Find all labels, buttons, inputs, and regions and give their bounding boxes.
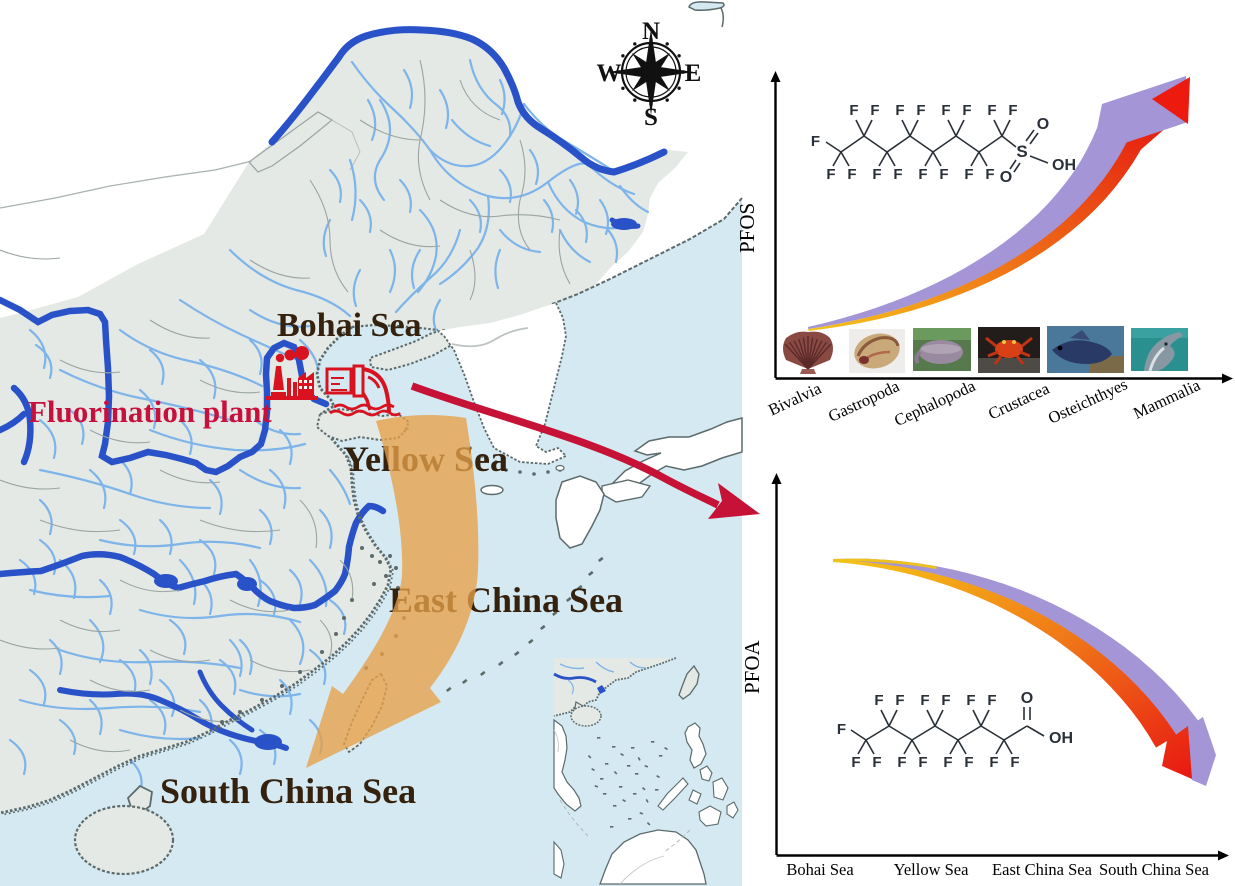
svg-text:F: F bbox=[811, 133, 820, 150]
svg-text:W: W bbox=[597, 60, 622, 87]
svg-text:Osteichthyes: Osteichthyes bbox=[1045, 374, 1130, 427]
svg-text:F: F bbox=[918, 754, 927, 771]
svg-text:F: F bbox=[985, 166, 994, 183]
svg-text:F: F bbox=[872, 166, 881, 183]
svg-text:S: S bbox=[1016, 142, 1027, 161]
svg-text:F: F bbox=[989, 754, 998, 771]
svg-text:F: F bbox=[872, 754, 881, 771]
svg-text:F: F bbox=[918, 166, 927, 183]
svg-text:E: E bbox=[685, 60, 702, 87]
svg-text:F: F bbox=[847, 166, 856, 183]
svg-text:PFOA: PFOA bbox=[740, 639, 764, 694]
svg-text:F: F bbox=[941, 102, 950, 119]
svg-text:Bohai Sea: Bohai Sea bbox=[277, 307, 422, 344]
svg-text:F: F bbox=[916, 102, 925, 119]
svg-text:F: F bbox=[964, 166, 973, 183]
svg-text:F: F bbox=[964, 754, 973, 771]
svg-text:F: F bbox=[870, 102, 879, 119]
svg-text:F: F bbox=[987, 692, 996, 709]
svg-text:O: O bbox=[1000, 169, 1012, 186]
svg-text:N: N bbox=[642, 18, 660, 45]
svg-text:O: O bbox=[1037, 116, 1049, 133]
svg-text:Mammalia: Mammalia bbox=[1130, 375, 1203, 423]
svg-text:F: F bbox=[849, 102, 858, 119]
svg-text:South China Sea: South China Sea bbox=[1099, 860, 1210, 879]
svg-text:F: F bbox=[943, 754, 952, 771]
svg-text:Cephalopoda: Cephalopoda bbox=[891, 376, 979, 430]
svg-text:F: F bbox=[1008, 102, 1017, 119]
svg-text:Crustacea: Crustacea bbox=[985, 378, 1053, 423]
svg-text:F: F bbox=[874, 692, 883, 709]
svg-text:F: F bbox=[1010, 754, 1019, 771]
svg-text:East China Sea: East China Sea bbox=[992, 860, 1093, 879]
svg-text:Gastropoda: Gastropoda bbox=[825, 376, 903, 426]
svg-text:F: F bbox=[895, 692, 904, 709]
svg-text:F: F bbox=[851, 754, 860, 771]
svg-text:O: O bbox=[1021, 690, 1033, 707]
svg-text:F: F bbox=[826, 166, 835, 183]
svg-text:F: F bbox=[962, 102, 971, 119]
svg-text:Bohai Sea: Bohai Sea bbox=[786, 860, 854, 879]
svg-text:OH: OH bbox=[1052, 157, 1076, 174]
svg-text:F: F bbox=[893, 166, 902, 183]
svg-text:F: F bbox=[897, 754, 906, 771]
svg-text:F: F bbox=[837, 721, 846, 738]
svg-text:S: S bbox=[644, 104, 658, 131]
svg-text:South China Sea: South China Sea bbox=[160, 771, 416, 811]
svg-text:Yellow Sea: Yellow Sea bbox=[894, 860, 970, 879]
svg-text:F: F bbox=[987, 102, 996, 119]
svg-text:OH: OH bbox=[1049, 730, 1073, 747]
svg-text:F: F bbox=[966, 692, 975, 709]
svg-text:Fluorination plant: Fluorination plant bbox=[28, 394, 272, 429]
svg-text:F: F bbox=[920, 692, 929, 709]
svg-text:F: F bbox=[895, 102, 904, 119]
svg-text:F: F bbox=[941, 692, 950, 709]
svg-text:Bivalvia: Bivalvia bbox=[765, 378, 824, 419]
svg-text:F: F bbox=[939, 166, 948, 183]
svg-text:PFOS: PFOS bbox=[735, 203, 759, 253]
